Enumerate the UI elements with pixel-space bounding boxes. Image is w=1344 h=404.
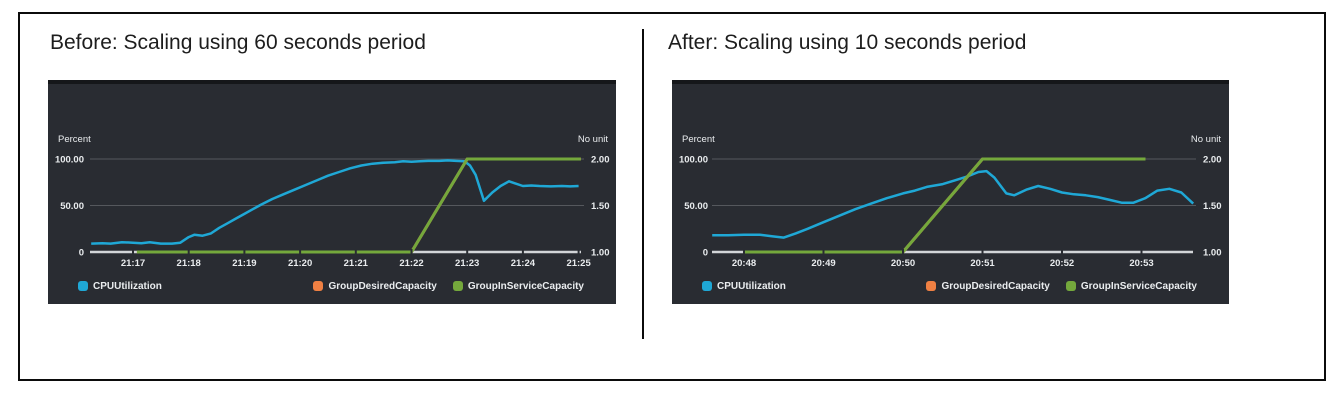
left-axis-tick-label: 100.00: [55, 155, 84, 166]
cloudwatch-chart-before: 21:17 21:18 21:19 21:20 21:21 21:22 21:23 21:24…: [48, 80, 616, 304]
x-tick-label: 21:18: [177, 258, 201, 269]
right-axis-tick-label: 2.00: [1203, 155, 1222, 166]
after-title: After: Scaling using 10 seconds period: [668, 31, 1027, 54]
legend-item-cpuutilization[interactable]: CPUUtilization: [78, 281, 162, 292]
chart-canvas: 20:48 20:49 20:50 20:51 20:52 20:53 Percent 100…: [672, 80, 1229, 269]
left-axis-tick-label: 0: [703, 248, 708, 259]
legend-swatch-icon: [313, 281, 324, 291]
right-axis-tick-label: 1.00: [1203, 248, 1222, 259]
chart-legend: CPUUtilization GroupDesiredCapacity GroupI…: [78, 277, 584, 295]
x-tick-label: 21:23: [455, 258, 479, 269]
legend-swatch-icon: [926, 281, 937, 291]
legend-item-groupinservicecapacity[interactable]: GroupInServiceCapacity: [1065, 280, 1197, 292]
legend-swatch-icon: [78, 281, 88, 291]
x-tick-label: 20:48: [732, 258, 756, 269]
legend-item-cpuutilization[interactable]: CPUUtilization: [702, 281, 786, 292]
legend-swatch-icon: [452, 281, 463, 291]
panel-top-strip: [672, 80, 1229, 84]
panel-top-strip: [48, 80, 616, 84]
x-tick-label: 21:17: [121, 258, 145, 269]
legend-item-groupdesiredcapacity[interactable]: GroupDesiredCapacity: [313, 280, 437, 292]
left-axis-tick-label: 50.00: [684, 201, 708, 212]
before-title: Before: Scaling using 60 seconds period: [50, 31, 426, 54]
x-tick-label: 21:22: [399, 258, 423, 269]
legend-label: GroupDesiredCapacity: [328, 280, 437, 292]
chart-canvas: 21:17 21:18 21:19 21:20 21:21 21:22 21:23 21:24…: [48, 80, 616, 269]
left-axis-tick-label: 100.00: [679, 155, 708, 166]
legend-item-groupdesiredcapacity[interactable]: GroupDesiredCapacity: [926, 280, 1050, 292]
legend-label: GroupDesiredCapacity: [941, 280, 1050, 292]
x-tick-label: 21:20: [288, 258, 312, 269]
right-axis-tick-label: 1.00: [591, 248, 610, 259]
legend-swatch-icon: [702, 281, 712, 291]
series-line-cpuutilization: [91, 159, 579, 245]
legend-swatch-icon: [1065, 281, 1076, 291]
section-divider: [642, 29, 644, 339]
x-tick-label: 21:24: [511, 258, 536, 269]
legend-label: CPUUtilization: [717, 280, 786, 292]
legend-label: GroupInServiceCapacity: [1080, 280, 1197, 292]
x-tick-label: 20:50: [891, 258, 915, 269]
right-axis-tick-label: 2.00: [591, 155, 610, 166]
series-line-groupinservicecapacity: [136, 157, 581, 254]
right-axis-tick-label: 1.50: [1203, 201, 1222, 212]
x-tick-label: 21:25: [566, 258, 591, 269]
x-tick-label: 21:21: [344, 258, 369, 269]
chart-legend: CPUUtilization GroupDesiredCapacity GroupI…: [702, 277, 1197, 295]
left-axis-tick-label: 50.00: [60, 201, 84, 212]
legend-item-groupinservicecapacity[interactable]: GroupInServiceCapacity: [452, 280, 584, 292]
right-axis-tick-label: 1.50: [591, 201, 610, 212]
cloudwatch-chart-after: 20:48 20:49 20:50 20:51 20:52 20:53 Percent 100…: [672, 80, 1229, 304]
right-axis-unit-label: No unit: [578, 134, 608, 145]
x-tick-label: 20:52: [1050, 258, 1074, 269]
left-axis-unit-label: Percent: [682, 134, 715, 145]
right-axis-unit-label: No unit: [1191, 134, 1221, 145]
x-tick-label: 20:51: [970, 258, 995, 269]
legend-label: GroupInServiceCapacity: [467, 280, 584, 292]
x-tick-label: 20:49: [811, 258, 835, 269]
series-line-cpuutilization: [712, 169, 1195, 239]
legend-label: CPUUtilization: [93, 280, 162, 292]
x-tick-label: 21:19: [232, 258, 256, 269]
left-axis-unit-label: Percent: [58, 134, 91, 145]
x-tick-label: 20:53: [1129, 258, 1153, 269]
left-axis-tick-label: 0: [79, 248, 84, 259]
